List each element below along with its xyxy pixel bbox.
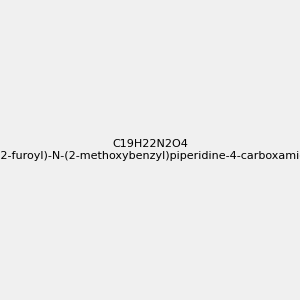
Text: C19H22N2O4
1-(2-furoyl)-N-(2-methoxybenzyl)piperidine-4-carboxamide: C19H22N2O4 1-(2-furoyl)-N-(2-methoxybenz… [0,139,300,161]
